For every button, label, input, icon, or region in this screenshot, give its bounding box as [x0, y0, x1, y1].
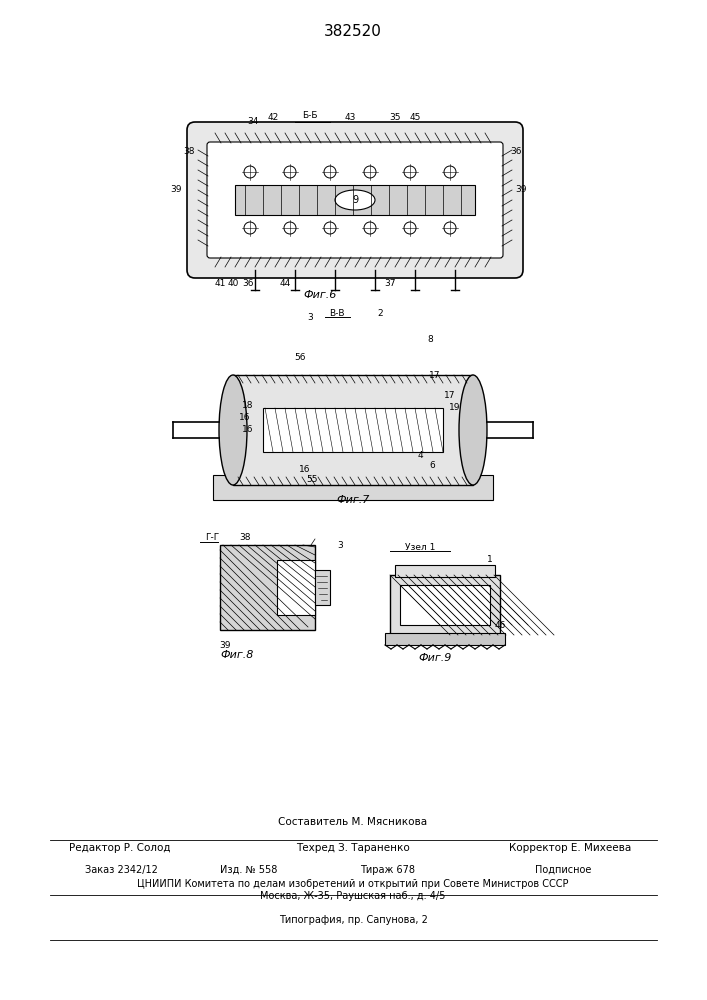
Bar: [263, 408, 443, 452]
Text: 44: 44: [279, 279, 291, 288]
Text: 36: 36: [243, 279, 254, 288]
Bar: [233, 375, 473, 485]
Text: 35: 35: [390, 113, 401, 122]
Text: 45: 45: [409, 113, 421, 122]
Text: Б-Б: Б-Б: [303, 111, 317, 120]
FancyBboxPatch shape: [187, 122, 523, 278]
Text: 36: 36: [510, 147, 522, 156]
Text: Г-Г: Г-Г: [205, 534, 219, 542]
Text: Техред З. Тараненко: Техред З. Тараненко: [296, 843, 410, 853]
Text: 18: 18: [243, 400, 254, 410]
Text: 4: 4: [417, 450, 423, 460]
Text: 16: 16: [243, 426, 254, 434]
Text: 17: 17: [428, 370, 440, 379]
Text: Изд. № 558: Изд. № 558: [220, 865, 277, 875]
Bar: [390, 575, 500, 635]
Text: Узел 1: Узел 1: [405, 542, 436, 552]
Text: 8: 8: [427, 336, 433, 344]
Text: Фиг.7: Фиг.7: [337, 495, 370, 505]
Text: 6: 6: [429, 460, 435, 470]
Text: 56: 56: [294, 354, 305, 362]
Text: 42: 42: [267, 113, 279, 122]
Text: 16: 16: [239, 414, 251, 422]
Text: 38: 38: [239, 532, 251, 542]
Text: 39: 39: [219, 641, 230, 650]
Text: Фиг.8: Фиг.8: [221, 650, 254, 660]
Text: 40: 40: [228, 279, 239, 288]
Bar: [277, 560, 315, 615]
Text: 3: 3: [337, 540, 343, 550]
Ellipse shape: [219, 375, 247, 485]
Text: 37: 37: [384, 279, 396, 288]
Bar: [235, 185, 475, 215]
FancyBboxPatch shape: [207, 142, 503, 258]
Text: 43: 43: [344, 113, 356, 122]
Text: 16: 16: [299, 466, 311, 475]
Text: Заказ 2342/12: Заказ 2342/12: [85, 865, 158, 875]
Text: Типография, пр. Сапунова, 2: Типография, пр. Сапунова, 2: [279, 915, 428, 925]
Bar: [213, 475, 493, 500]
Ellipse shape: [335, 190, 375, 210]
Text: Корректор Е. Михеева: Корректор Е. Михеева: [509, 843, 631, 853]
Text: 55: 55: [306, 476, 317, 485]
Text: 1: 1: [487, 556, 493, 564]
Text: Подписное: Подписное: [535, 865, 591, 875]
Text: 46: 46: [494, 620, 506, 630]
Text: Составитель М. Мясникова: Составитель М. Мясникова: [279, 817, 428, 827]
Text: 19: 19: [449, 403, 461, 412]
Text: 41: 41: [214, 279, 226, 288]
Text: 382520: 382520: [324, 24, 382, 39]
Text: 3: 3: [307, 314, 313, 322]
Text: Редактор Р. Солод: Редактор Р. Солод: [69, 843, 171, 853]
Text: В-В: В-В: [329, 308, 345, 318]
Text: 39: 39: [170, 186, 182, 194]
Bar: [395, 565, 495, 577]
Text: Тираж 678: Тираж 678: [360, 865, 415, 875]
Text: 2: 2: [378, 308, 382, 318]
Text: ЦНИИПИ Комитета по делам изобретений и открытий при Совете Министров СССР: ЦНИИПИ Комитета по делам изобретений и о…: [137, 879, 568, 889]
Bar: [385, 633, 505, 645]
Text: 39: 39: [515, 186, 527, 194]
Text: 9: 9: [352, 195, 358, 205]
Bar: [315, 570, 330, 605]
Bar: [400, 585, 490, 625]
Bar: [220, 545, 315, 630]
Text: 38: 38: [184, 147, 195, 156]
Text: 17: 17: [444, 390, 456, 399]
Text: 34: 34: [247, 117, 259, 126]
Ellipse shape: [459, 375, 487, 485]
Text: Фиг.6: Фиг.6: [303, 290, 337, 300]
Text: Москва, Ж-35, Раушская наб., д. 4/5: Москва, Ж-35, Раушская наб., д. 4/5: [260, 891, 445, 901]
Text: Фиг.9: Фиг.9: [419, 653, 452, 663]
